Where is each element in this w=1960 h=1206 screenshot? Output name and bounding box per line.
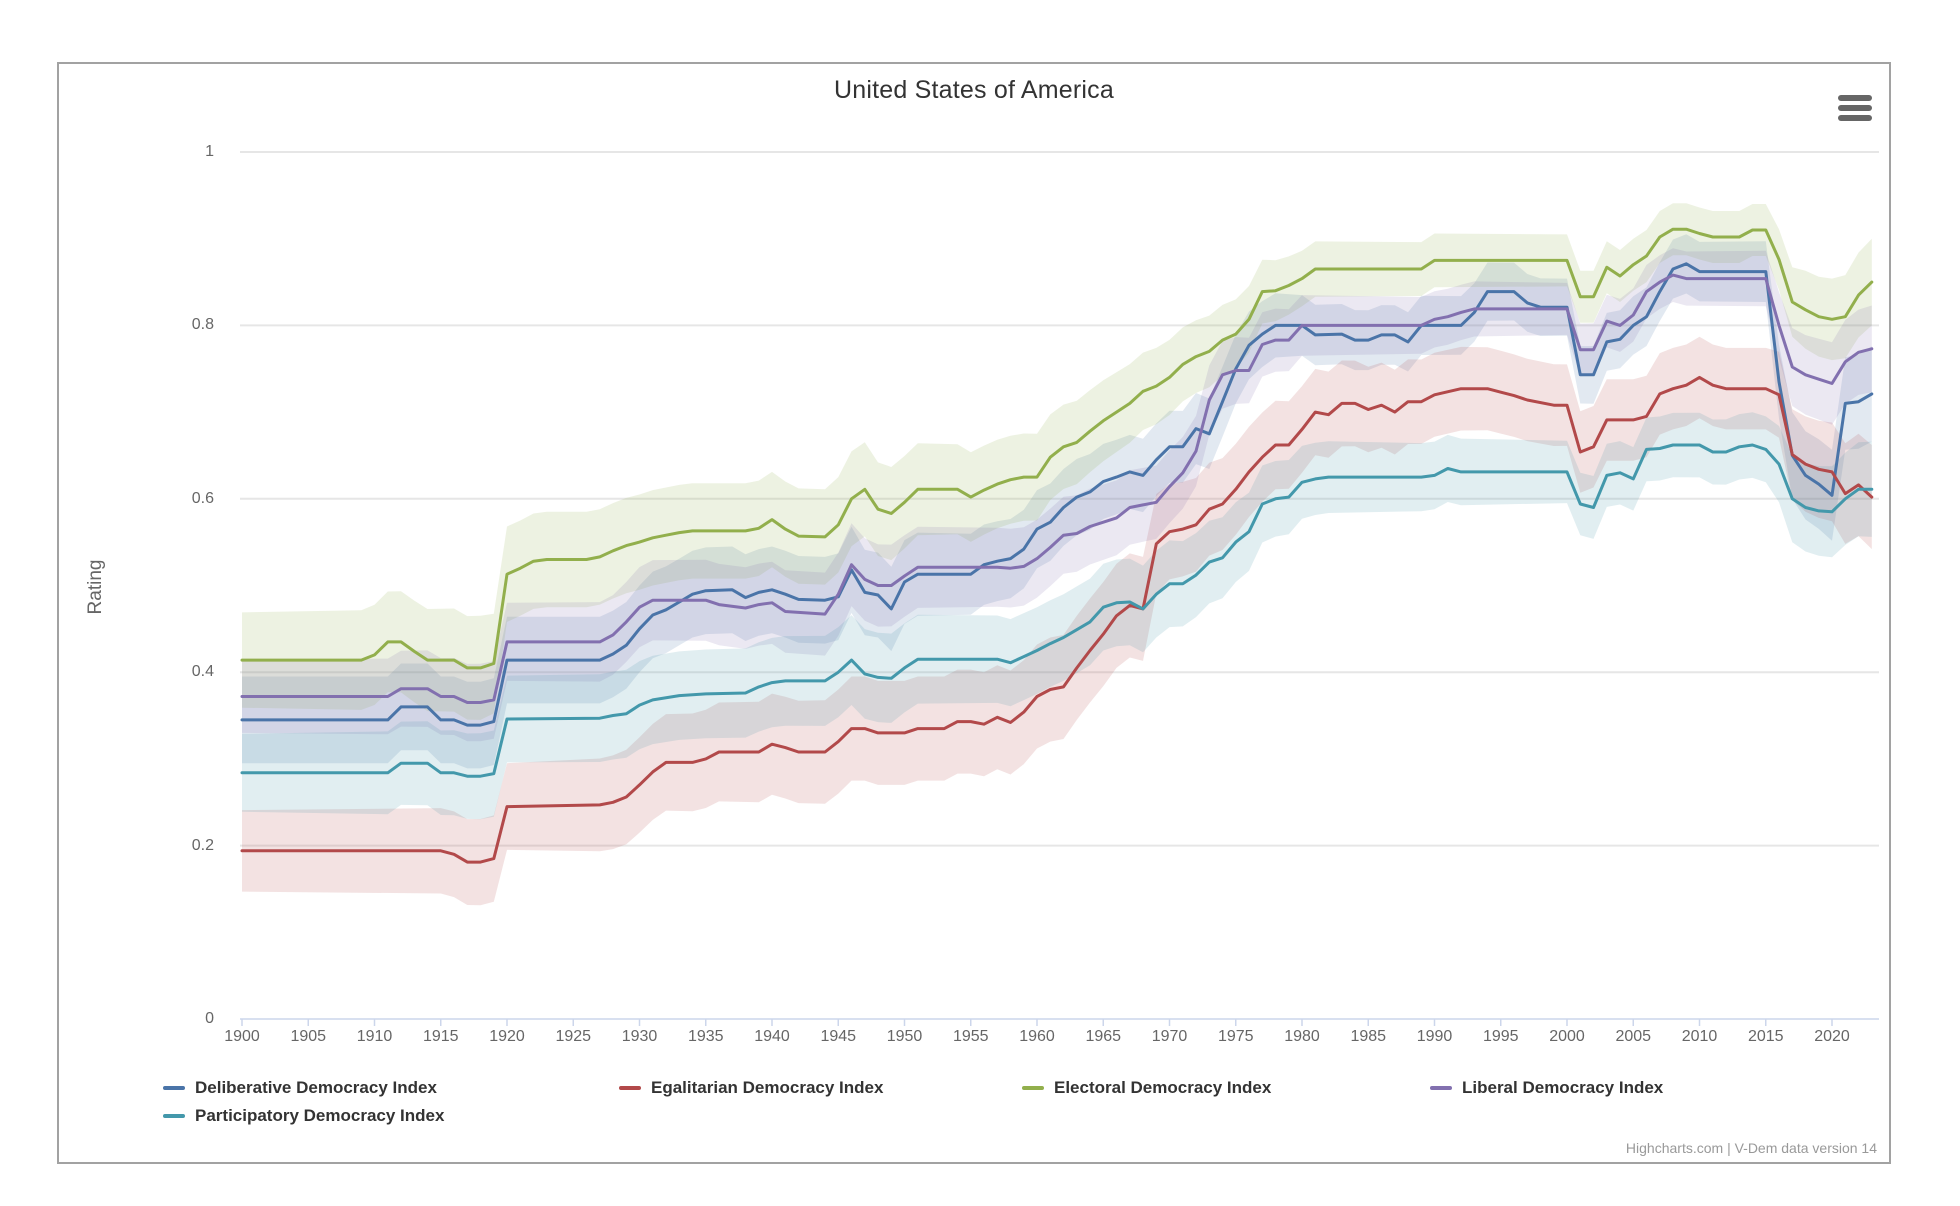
series-line-electoral-democracy-index[interactable] (240, 227, 1874, 670)
x-tick-label: 1970 (1151, 1028, 1188, 1045)
x-tick-label: 1995 (1482, 1028, 1519, 1045)
y-tick-label: 1 (205, 143, 214, 160)
legend-marker-icon (163, 1114, 185, 1118)
x-tick-label: 1940 (754, 1028, 790, 1045)
legend-label: Egalitarian Democracy Index (651, 1078, 884, 1097)
credits-link[interactable]: Highcharts.com | V-Dem data version 14 (1625, 1140, 1877, 1156)
x-tick-label: 1945 (820, 1028, 857, 1045)
legend-item-participatory-democracy-index[interactable]: Participatory Democracy Index (163, 1104, 444, 1128)
x-tick-label: 1930 (621, 1028, 658, 1045)
legend-label: Electoral Democracy Index (1054, 1078, 1272, 1097)
hamburger-icon[interactable] (1838, 95, 1872, 123)
x-tick-label: 1975 (1217, 1028, 1254, 1045)
x-tick-label: 1955 (952, 1028, 989, 1045)
x-tick-label: 2015 (1747, 1028, 1784, 1045)
series-line-liberal-democracy-index[interactable] (240, 273, 1874, 704)
x-tick-label: 1915 (422, 1028, 459, 1045)
series-band-electoral-democracy-index (242, 203, 1872, 720)
legend-item-electoral-democracy-index[interactable]: Electoral Democracy Index (1022, 1076, 1271, 1100)
series-line-egalitarian-democracy-index[interactable] (240, 375, 1874, 864)
legend-label: Deliberative Democracy Index (195, 1078, 437, 1097)
y-tick-label: 0.4 (191, 663, 214, 681)
legend-label: Liberal Democracy Index (1462, 1078, 1664, 1097)
x-tick-label: 2000 (1549, 1028, 1585, 1045)
x-tick-label: 1910 (356, 1028, 393, 1045)
y-tick-label: 0 (205, 1010, 214, 1027)
plot-area[interactable] (59, 64, 1893, 1166)
x-tick-label: 1980 (1284, 1028, 1320, 1045)
series-band-deliberative-democracy-index (242, 234, 1872, 769)
y-tick-label: 0.6 (191, 489, 214, 507)
x-tick-label: 1925 (555, 1028, 592, 1045)
x-tick-label: 1935 (687, 1028, 724, 1045)
x-tick-label: 1960 (1019, 1028, 1055, 1045)
x-tick-label: 1905 (290, 1028, 327, 1045)
x-tick-label: 1985 (1350, 1028, 1387, 1045)
legend-marker-icon (1430, 1086, 1452, 1090)
x-tick-label: 1950 (886, 1028, 923, 1045)
legend-marker-icon (163, 1086, 185, 1090)
legend-item-liberal-democracy-index[interactable]: Liberal Democracy Index (1430, 1076, 1663, 1100)
x-tick-label: 1920 (489, 1028, 525, 1045)
x-tick-label: 1965 (1085, 1028, 1122, 1045)
y-tick-label: 0.2 (191, 836, 214, 854)
x-tick-label: 2020 (1814, 1028, 1850, 1045)
legend-marker-icon (1022, 1086, 1044, 1090)
hamburger-bar (1838, 95, 1872, 101)
chart-container: United States of America Rating 0 0.2 0.4 0… (57, 62, 1891, 1164)
x-tick-label: 1900 (224, 1028, 260, 1045)
y-tick-label: 0.8 (191, 316, 214, 334)
series-band-egalitarian-democracy-index (242, 336, 1872, 906)
legend-label: Participatory Democracy Index (195, 1106, 445, 1125)
legend-item-deliberative-democracy-index[interactable]: Deliberative Democracy Index (163, 1076, 437, 1100)
series-band-participatory-democracy-index (242, 412, 1872, 820)
series-line-participatory-democracy-index[interactable] (240, 443, 1874, 778)
x-tick-label: 1990 (1416, 1028, 1453, 1045)
series-line-deliberative-democracy-index[interactable] (240, 262, 1874, 727)
x-tick-label: 2010 (1681, 1028, 1718, 1045)
hamburger-bar (1838, 105, 1872, 111)
legend-marker-icon (619, 1086, 641, 1090)
x-tick-label: 2005 (1615, 1028, 1652, 1045)
hamburger-bar (1838, 115, 1872, 121)
legend-item-egalitarian-democracy-index[interactable]: Egalitarian Democracy Index (619, 1076, 883, 1100)
chart-title: United States of America (834, 76, 1114, 104)
